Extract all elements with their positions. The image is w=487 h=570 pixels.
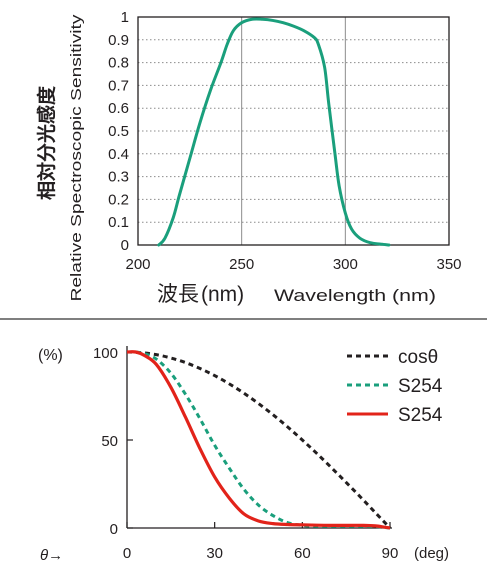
y-tick-label: 0.3 <box>108 169 129 186</box>
y-tick-label: 0 <box>121 237 129 254</box>
y-tick-label: 50 <box>101 433 118 450</box>
y-tick-label: 0.4 <box>108 146 129 163</box>
y-tick-label: 1 <box>121 9 129 26</box>
y-tick-label: 0.9 <box>108 32 129 49</box>
x-tick-label: 200 <box>125 256 150 273</box>
y-tick-label: 0 <box>110 521 118 538</box>
x-axis-label-unit: (nm) <box>201 283 244 306</box>
x-tick-label: 60 <box>294 545 311 562</box>
y-axis-label-en: Relative Spectroscopic Sensitivity <box>68 14 85 302</box>
y-tick-label: 0.5 <box>108 123 129 140</box>
series <box>126 350 392 530</box>
y-axis-unit: (%) <box>38 347 63 364</box>
x-tick-label: 30 <box>206 545 223 562</box>
y-axis-label-ja: 相対分光感度 <box>35 85 58 200</box>
y-tick-label: 0.6 <box>108 100 129 117</box>
series-line <box>157 17 391 247</box>
x-axis-unit: (deg) <box>414 545 449 562</box>
x-tick-label: 250 <box>229 256 254 273</box>
y-tick-label: 0.2 <box>108 191 129 208</box>
y-tick-label: 100 <box>93 345 118 362</box>
tick-labels: 0 50 100 0 30 60 90 <box>93 345 398 562</box>
x-axis-label-ja: 波長 <box>157 283 199 306</box>
x-tick-label: 300 <box>333 256 358 273</box>
tick-labels: 0 0.1 0.2 0.3 0.4 0.5 0.6 0.7 0.8 0.9 1 200 250 300 35… <box>108 9 461 273</box>
x-axis-label-en: Wavelength (nm) <box>274 286 436 305</box>
legend-label: cosθ <box>398 347 438 368</box>
spectral-sensitivity-chart: 0 0.1 0.2 0.3 0.4 0.5 0.6 0.7 0.8 0.9 1 200 250 300 35… <box>35 9 462 306</box>
axes <box>126 346 392 529</box>
y-tick-label: 0.8 <box>108 55 129 72</box>
x-axis-symbol: θ→ <box>40 547 63 564</box>
series-line <box>126 350 391 530</box>
angular-response-chart: 0 50 100 0 30 60 90 cosθ S254 S254 (%) θ→ (deg) <box>38 345 449 564</box>
plot-frame <box>137 16 450 246</box>
y-tick-label: 0.1 <box>108 214 129 231</box>
x-tick-label: 0 <box>123 545 131 562</box>
axes <box>137 16 450 246</box>
legend-label: S254 <box>398 405 443 426</box>
legend: cosθ S254 S254 <box>347 347 443 426</box>
grid <box>138 16 449 245</box>
series <box>157 17 391 247</box>
y-tick-label: 0.7 <box>108 77 129 94</box>
legend-label: S254 <box>398 376 443 397</box>
x-tick-label: 90 <box>382 545 399 562</box>
series-line <box>126 350 392 530</box>
x-tick-label: 350 <box>436 256 461 273</box>
